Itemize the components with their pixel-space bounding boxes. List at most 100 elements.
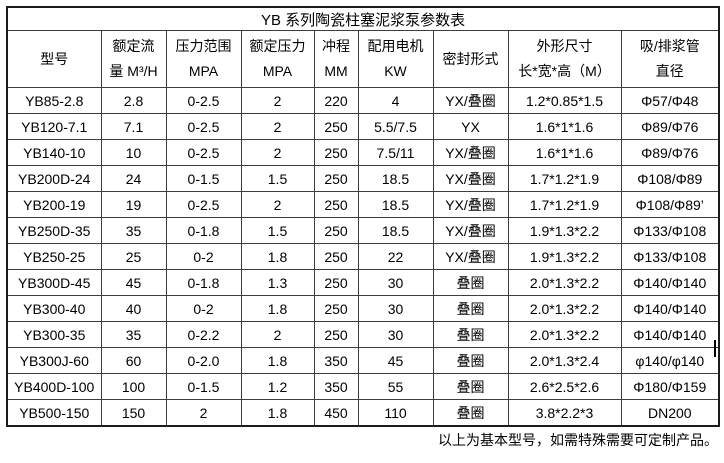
cell-seal-type: 叠圈: [432, 321, 509, 348]
cell-rated-pressure: 1.8: [240, 295, 315, 322]
cell-pipe-diameter: Φ140/Φ140: [620, 321, 720, 348]
cell-stroke: 350: [313, 373, 359, 400]
cell-stroke: 250: [313, 217, 359, 244]
cell-rated-flow: 45: [100, 269, 167, 296]
cell-pipe-diameter: φ140/φ140: [620, 347, 720, 374]
column-header-rated-flow: 额定流量 M³/H: [100, 30, 167, 88]
header-row: 型号 额定流量 M³/H 压力范围 MPA 额定压力 MPA 冲程 MM 配用电机 KW 密封形式外…: [6, 30, 720, 88]
cell-model: YB250-25: [6, 243, 102, 270]
cell-model: YB120-7.1: [6, 113, 102, 140]
cell-motor-power: 30: [357, 269, 434, 296]
table-row: YB300-35 35 0-2.2 2 250 30 叠圈 2.0*1.3*2.2 Φ140/Φ…: [6, 321, 720, 348]
cell-model: YB500-150: [6, 399, 102, 427]
cell-seal-type: YX/叠圈: [432, 191, 509, 218]
cell-stroke: 350: [313, 347, 359, 374]
table-title: YB 系列陶瓷柱塞泥浆泵参数表: [6, 6, 720, 31]
cell-seal-type: 叠圈: [432, 399, 509, 427]
cell-rated-pressure: 1.8: [240, 243, 315, 270]
cell-dimensions: 1.6*1*1.6: [507, 113, 622, 140]
cell-model: YB85-2.8: [6, 87, 102, 114]
cell-stroke: 450: [313, 399, 359, 427]
column-header-model: 型号: [6, 30, 102, 88]
cell-model: YB140-10: [6, 139, 102, 166]
cell-dimensions: 2.0*1.3*2.2: [507, 321, 622, 348]
pump-parameter-table: YB 系列陶瓷柱塞泥浆泵参数表 型号 额定流量 M³/H 压力范围 MPA 额定压力 MP…: [6, 6, 721, 427]
cell-seal-type: 叠圈: [432, 269, 509, 296]
column-header-line2: 长*宽*高（M）: [518, 63, 611, 79]
column-header-line2: MPA: [188, 63, 219, 79]
cell-motor-power: 30: [357, 295, 434, 322]
cell-pressure-range: 2: [165, 399, 242, 427]
cell-pipe-diameter: DN200: [620, 399, 720, 427]
cell-dimensions: 1.7*1.2*1.9: [507, 165, 622, 192]
cell-stroke: 220: [313, 87, 359, 114]
footnote: 以上为基本型号，如需特殊需要可定制产品。: [438, 432, 718, 448]
column-header-line1: 额定流: [112, 38, 155, 54]
cell-pressure-range: 0-1.5: [165, 165, 242, 192]
cell-stroke: 250: [313, 113, 359, 140]
cell-stroke: 250: [313, 191, 359, 218]
cell-dimensions: 2.0*1.3*2.2: [507, 295, 622, 322]
cell-motor-power: 18.5: [357, 191, 434, 218]
cell-stroke: 250: [313, 243, 359, 270]
cell-motor-power: 45: [357, 347, 434, 374]
column-header-line2: 量 M³/H: [109, 63, 158, 79]
column-header-line2: 直径: [655, 63, 684, 79]
table-row: YB300J-60 60 0-2.0 1.8 350 45 叠圈 2.0*1.3*2.4 φ14…: [6, 347, 720, 374]
cell-seal-type: 叠圈: [432, 347, 509, 374]
title-row: YB 系列陶瓷柱塞泥浆泵参数表: [6, 6, 720, 31]
cell-pressure-range: 0-1.8: [165, 269, 242, 296]
cell-rated-flow: 10: [100, 139, 167, 166]
column-header-motor-power: 配用电机 KW: [357, 30, 434, 88]
column-header-line1: 压力范围: [175, 38, 232, 54]
cell-pipe-diameter: Φ57/Φ48: [620, 87, 720, 114]
column-header-pressure-range: 压力范围 MPA: [165, 30, 242, 88]
cell-dimensions: 1.2*0.85*1.5: [507, 87, 622, 114]
cell-pipe-diameter: Φ89/Φ76: [620, 113, 720, 140]
cell-rated-pressure: 2: [240, 191, 315, 218]
cell-rated-flow: 24: [100, 165, 167, 192]
cell-rated-pressure: 1.5: [240, 165, 315, 192]
cell-motor-power: 7.5/11: [357, 139, 434, 166]
table-row: YB120-7.1 7.1 0-2.5 2 250 5.5/7.5 YX 1.6*1*1.6 Φ…: [6, 113, 720, 140]
cell-rated-flow: 60: [100, 347, 167, 374]
cell-model: YB300-35: [6, 321, 102, 348]
column-header-pipe-diameter: 吸/排浆管直径: [620, 30, 720, 88]
cell-dimensions: 2.0*1.3*2.4: [507, 347, 622, 374]
cell-rated-flow: 35: [100, 217, 167, 244]
cell-model: YB300-40: [6, 295, 102, 322]
cell-dimensions: 1.9*1.3*2.2: [507, 243, 622, 270]
cell-pressure-range: 0-2.5: [165, 87, 242, 114]
cell-motor-power: 5.5/7.5: [357, 113, 434, 140]
cell-seal-type: YX/叠圈: [432, 139, 509, 166]
cell-model: YB200-19: [6, 191, 102, 218]
cell-pipe-diameter: Φ133/Φ108: [620, 217, 720, 244]
cell-rated-pressure: 1.2: [240, 373, 315, 400]
cell-motor-power: 18.5: [357, 217, 434, 244]
column-header-line1: 冲程: [322, 38, 350, 54]
cell-pressure-range: 0-2: [165, 243, 242, 270]
cell-model: YB300J-60: [6, 347, 102, 374]
cell-motor-power: 22: [357, 243, 434, 270]
cell-rated-pressure: 1.5: [240, 217, 315, 244]
cell-seal-type: YX/叠圈: [432, 243, 509, 270]
cell-seal-type: 叠圈: [432, 373, 509, 400]
cell-rated-pressure: 2: [240, 139, 315, 166]
cell-rated-flow: 35: [100, 321, 167, 348]
column-header-line1: 配用电机: [367, 38, 424, 54]
column-header-line1: 外形尺寸: [536, 38, 593, 54]
cell-motor-power: 110: [357, 399, 434, 427]
cell-rated-pressure: 2: [240, 87, 315, 114]
cell-pressure-range: 0-2: [165, 295, 242, 322]
cell-dimensions: 2.6*2.5*2.6: [507, 373, 622, 400]
cell-pressure-range: 0-2.2: [165, 321, 242, 348]
cell-stroke: 250: [313, 139, 359, 166]
table-row: YB500-150 150 2 1.8 450 110 叠圈 3.8*2.2*3 DN200: [6, 399, 720, 427]
cell-seal-type: YX/叠圈: [432, 165, 509, 192]
cell-dimensions: 3.8*2.2*3: [507, 399, 622, 427]
column-header-line1: 吸/排浆管: [639, 38, 700, 54]
cell-pressure-range: 0-1.5: [165, 373, 242, 400]
column-header-line2: KW: [384, 63, 407, 79]
cell-motor-power: 4: [357, 87, 434, 114]
